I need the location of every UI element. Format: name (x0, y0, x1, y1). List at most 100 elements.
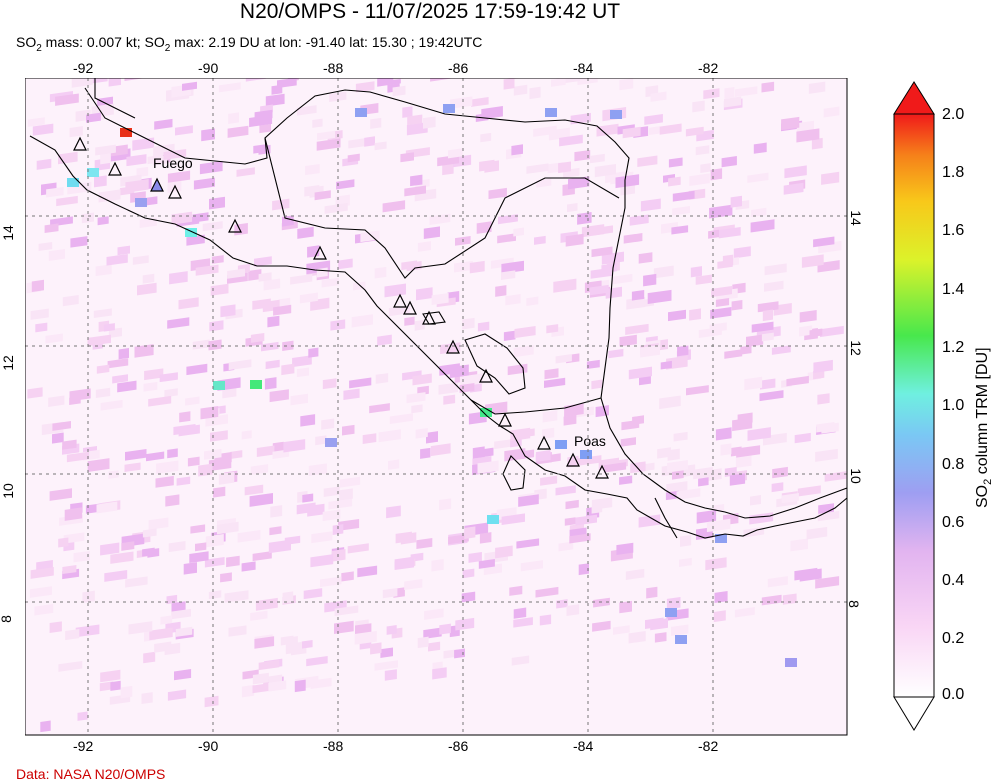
so2-pixel (220, 304, 236, 318)
so2-pixel (364, 136, 376, 147)
so2-pixel-elevated (443, 104, 455, 113)
so2-pixel (269, 526, 282, 536)
so2-pixel (575, 514, 598, 526)
so2-pixel (272, 441, 284, 453)
so2-pixel (30, 566, 54, 579)
so2-pixel (277, 78, 297, 89)
so2-pixel (638, 252, 653, 264)
so2-pixel (672, 206, 691, 216)
so2-pixel (469, 260, 485, 274)
so2-pixel (815, 448, 838, 462)
so2-pixel (171, 211, 193, 225)
so2-pixel (77, 711, 88, 721)
so2-pixel (334, 605, 359, 616)
so2-pixel (252, 298, 271, 310)
so2-pixel (676, 488, 701, 500)
so2-pixel (501, 513, 526, 526)
so2-pixel (290, 393, 308, 406)
so2-pixel (164, 642, 181, 656)
so2-pixel (308, 463, 327, 476)
so2-pixel-elevated (213, 381, 225, 390)
so2-pixel (640, 198, 661, 212)
so2-pixel (462, 568, 475, 579)
so2-pixel (71, 78, 93, 88)
so2-pixel (278, 297, 291, 307)
so2-pixel (269, 389, 289, 403)
so2-pixel (154, 118, 173, 130)
so2-pixel (98, 189, 121, 203)
so2-map: Fuego Poas -92 (25, 78, 848, 736)
so2-pixel (671, 225, 689, 235)
so2-pixel (438, 382, 458, 395)
right-lat-12: 12 (847, 340, 864, 356)
so2-pixel (45, 333, 63, 344)
so2-pixel (667, 460, 688, 473)
so2-pixel (69, 396, 81, 405)
cb-tick-1-4: 1.4 (942, 281, 965, 298)
so2-pixel (801, 254, 824, 268)
so2-pixel (443, 394, 456, 405)
so2-pixel (479, 532, 492, 544)
so2-pixel (794, 432, 811, 444)
so2-pixel (292, 355, 312, 368)
so2-pixel (416, 287, 433, 301)
so2-pixel (148, 517, 169, 530)
so2-pixel-elevated (665, 608, 677, 617)
so2-pixel (63, 532, 85, 544)
so2-pixel (796, 128, 820, 143)
so2-pixel (175, 626, 193, 637)
so2-pixel (370, 642, 382, 655)
so2-pixel (477, 460, 499, 474)
so2-pixel (49, 488, 72, 501)
so2-pixel (339, 488, 353, 501)
so2-pixel (73, 550, 90, 563)
volcano-marker (595, 464, 609, 479)
so2-pixel (450, 96, 473, 109)
volcano-marker (228, 218, 242, 233)
so2-pixel (764, 280, 784, 292)
so2-pixel (70, 236, 88, 248)
so2-pixel (36, 158, 52, 170)
so2-pixel (329, 91, 347, 103)
so2-pixel (817, 393, 830, 405)
so2-pixel (626, 296, 646, 310)
so2-pixel (167, 448, 178, 459)
so2-pixel (167, 317, 190, 329)
right-lat-14: 14 (847, 210, 864, 226)
right-lat-8: 8 (845, 600, 862, 608)
so2-pixel (400, 532, 417, 545)
coastlines (29, 78, 848, 539)
mass-prefix: SO (16, 34, 37, 50)
so2-pixel (637, 155, 658, 168)
so2-pixel (64, 507, 83, 521)
so2-pixel (799, 325, 813, 337)
so2-pixel (198, 463, 213, 477)
so2-pixel (762, 309, 773, 322)
top-lon-84: -84 (573, 60, 594, 76)
so2-pixel (282, 591, 294, 604)
so2-pixel (724, 96, 742, 108)
so2-pixel (315, 435, 327, 446)
so2-pixel (272, 198, 290, 211)
so2-pixel (505, 294, 521, 306)
volcano-marker (393, 293, 407, 308)
so2-pixel (96, 364, 110, 374)
so2-pixel (461, 591, 476, 603)
so2-pixel (124, 462, 141, 473)
so2-pixel (411, 404, 423, 414)
so2-pixel (495, 545, 513, 559)
so2-pixel (270, 505, 283, 518)
so2-pixel-elevated (355, 108, 367, 117)
border-guatemala-mexico (94, 78, 136, 119)
so2-pixel (249, 492, 274, 507)
so2-pixel (141, 692, 153, 705)
volcano-marker (168, 184, 182, 199)
so2-pixel (533, 125, 557, 137)
so2-pixel (185, 396, 200, 406)
so2-pixel (394, 556, 415, 571)
so2-pixel (715, 298, 730, 308)
so2-pixel (437, 154, 460, 167)
so2-pixel (32, 123, 54, 136)
so2-pixel (448, 534, 469, 545)
so2-pixel (744, 376, 763, 391)
